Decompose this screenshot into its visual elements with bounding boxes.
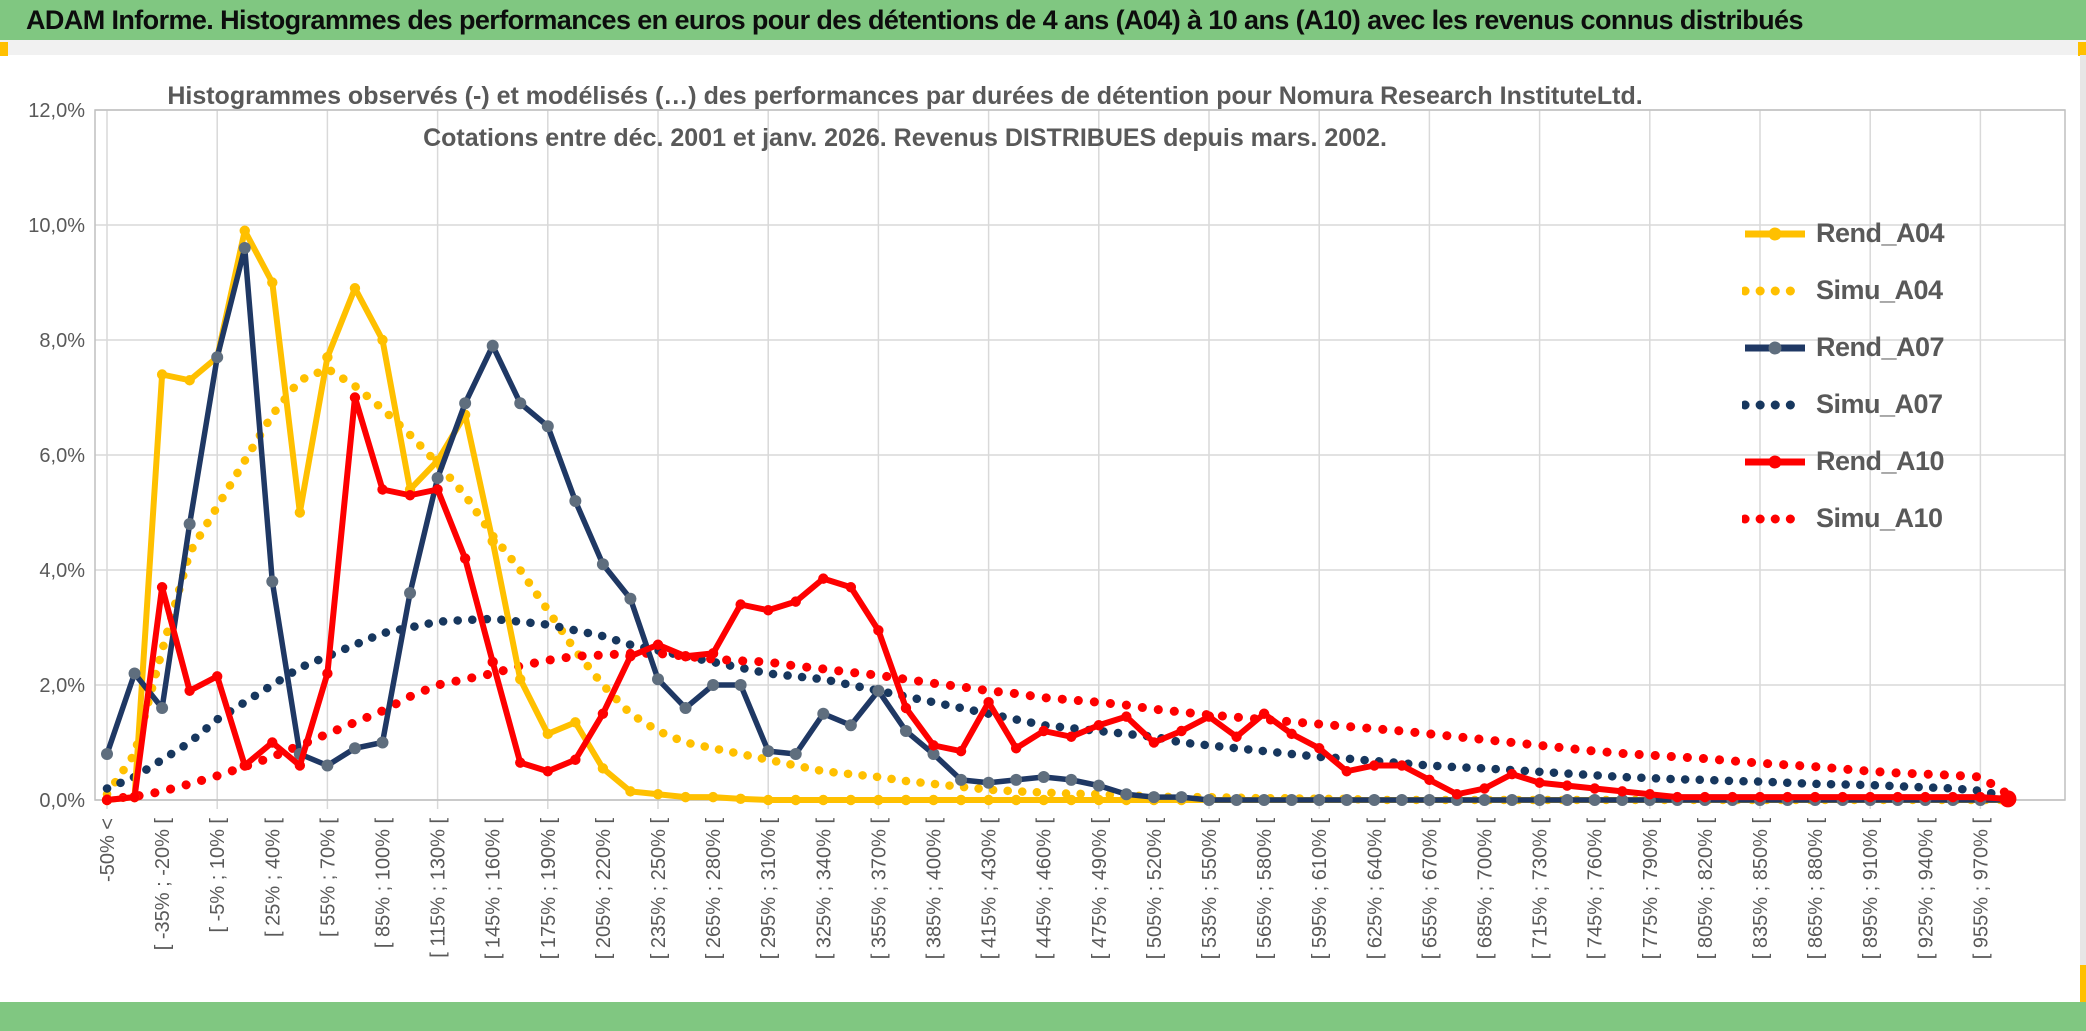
- legend-item-rend-a07[interactable]: Rend_A07: [1742, 319, 1945, 376]
- x-tick-label: [ 745% ; 760% [: [1585, 818, 1607, 960]
- x-tick-label: [ 265% ; 280% [: [703, 818, 725, 960]
- x-tick-label: [ 775% ; 790% [: [1640, 818, 1662, 960]
- series-simu_a10: [102, 648, 2013, 804]
- x-tick-label: [ 955% ; 970% [: [1970, 818, 1992, 960]
- y-tick-label: 4,0%: [39, 560, 85, 582]
- legend-item-simu-a07[interactable]: Simu_A07: [1742, 376, 1944, 433]
- x-tick-label: [ 145% ; 160% [: [483, 818, 505, 960]
- legend-sample-rend-a07: [1745, 341, 1805, 354]
- chart-plot: 0,0% 2,0% 4,0% 6,0% 8,0% 10,0% 12,0% -50% < [ -3…: [28, 100, 2066, 960]
- chart-legend: Rend_A04 Simu_A04 Rend_A07 Simu_A07 Rend…: [1742, 205, 1945, 547]
- x-tick-label: [ 475% ; 490% [: [1089, 818, 1111, 960]
- x-tick-label: [ 595% ; 610% [: [1309, 818, 1331, 960]
- chart-subtitle: Cotations entre déc. 2001 et janv. 2026.…: [423, 124, 1387, 152]
- y-tick-label: 2,0%: [39, 675, 85, 697]
- y-tick-label: 6,0%: [39, 445, 85, 467]
- right-edge-gold: [2080, 965, 2086, 1002]
- series-simu_a07: [102, 614, 2013, 802]
- x-tick-label: [ 925% ; 940% [: [1915, 818, 1937, 960]
- series-rend_a07: [104, 245, 2008, 803]
- x-tick-label: [ 25% ; 40% [: [262, 818, 284, 937]
- legend-sample-simu-a07: [1742, 400, 1808, 409]
- x-tick-label: [ 325% ; 340% [: [813, 818, 835, 960]
- gold-accent-right: [2078, 42, 2086, 56]
- legend-item-simu-a04[interactable]: Simu_A04: [1742, 262, 1944, 319]
- legend-label: Simu_A10: [1816, 503, 1943, 533]
- x-tick-label: -50% <: [97, 818, 119, 882]
- x-tick-label: [ -35% ; -20% [: [152, 818, 174, 951]
- legend-item-rend-a10[interactable]: Rend_A10: [1742, 433, 1945, 490]
- legend-sample-simu-a10: [1742, 514, 1808, 523]
- x-tick-label: [ 445% ; 460% [: [1034, 818, 1056, 960]
- legend-label: Simu_A04: [1816, 275, 1943, 305]
- x-tick-label: [ 175% ; 190% [: [538, 818, 560, 960]
- chart-title: Histogrammes observés (-) et modélisés (…: [167, 82, 1643, 110]
- x-tick-label: [ 625% ; 640% [: [1364, 818, 1386, 960]
- y-tick-label: 8,0%: [39, 330, 85, 352]
- x-tick-label: [ -5% ; 10% [: [207, 818, 229, 933]
- x-tick-label: [ 805% ; 820% [: [1695, 818, 1717, 960]
- bottom-bar: [0, 1002, 2086, 1031]
- x-tick-label: [ 535% ; 550% [: [1199, 818, 1221, 960]
- x-tick-label: [ 85% ; 100% [: [373, 818, 395, 949]
- x-tick-label: [ 895% ; 910% [: [1860, 818, 1882, 960]
- x-tick-label: [ 115% ; 130% [: [428, 818, 450, 958]
- legend-label: Simu_A07: [1816, 389, 1943, 419]
- y-tick-label: 10,0%: [28, 215, 85, 237]
- x-tick-label: [ 565% ; 580% [: [1254, 818, 1276, 960]
- series-rend_a04: [106, 227, 2008, 803]
- y-tick-label: 0,0%: [39, 790, 85, 812]
- title-bar: ADAM Informe. Histogrammes des performan…: [0, 0, 2086, 40]
- subband-divider: [0, 40, 2086, 55]
- x-tick-label: [ 205% ; 220% [: [593, 818, 615, 960]
- x-tick-label: [ 865% ; 880% [: [1805, 818, 1827, 960]
- x-tick-label: [ 655% ; 670% [: [1419, 818, 1441, 960]
- right-edge-strip: [2080, 55, 2086, 1002]
- legend-sample-rend-a10: [1745, 455, 1805, 468]
- legend-sample-simu-a04: [1742, 286, 1808, 295]
- gold-accent-left: [0, 42, 8, 56]
- x-tick-label: [ 835% ; 850% [: [1750, 818, 1772, 960]
- x-tick-label: [ 355% ; 370% [: [868, 818, 890, 960]
- x-tick-label: [ 295% ; 310% [: [758, 818, 780, 960]
- x-tick-label: [ 235% ; 250% [: [648, 818, 670, 960]
- series-rend_a10: [106, 394, 2009, 803]
- y-tick-label: 12,0%: [28, 100, 85, 122]
- legend-item-simu-a10[interactable]: Simu_A10: [1742, 490, 1944, 547]
- x-tick-label: [ 685% ; 700% [: [1475, 818, 1497, 960]
- legend-item-rend-a04[interactable]: Rend_A04: [1742, 205, 1945, 262]
- x-tick-label: [ 715% ; 730% [: [1530, 818, 1552, 960]
- x-tick-label: [ 505% ; 520% [: [1144, 818, 1166, 960]
- legend-label: Rend_A07: [1816, 332, 1945, 362]
- legend-label: Rend_A04: [1816, 218, 1945, 248]
- window-title: ADAM Informe. Histogrammes des performan…: [26, 4, 1803, 35]
- legend-label: Rend_A10: [1816, 446, 1945, 476]
- x-tick-label: [ 385% ; 400% [: [924, 818, 946, 960]
- x-tick-label: [ 55% ; 70% [: [317, 818, 339, 937]
- x-tick-label: [ 415% ; 430% [: [979, 818, 1001, 960]
- legend-sample-rend-a04: [1745, 227, 1805, 240]
